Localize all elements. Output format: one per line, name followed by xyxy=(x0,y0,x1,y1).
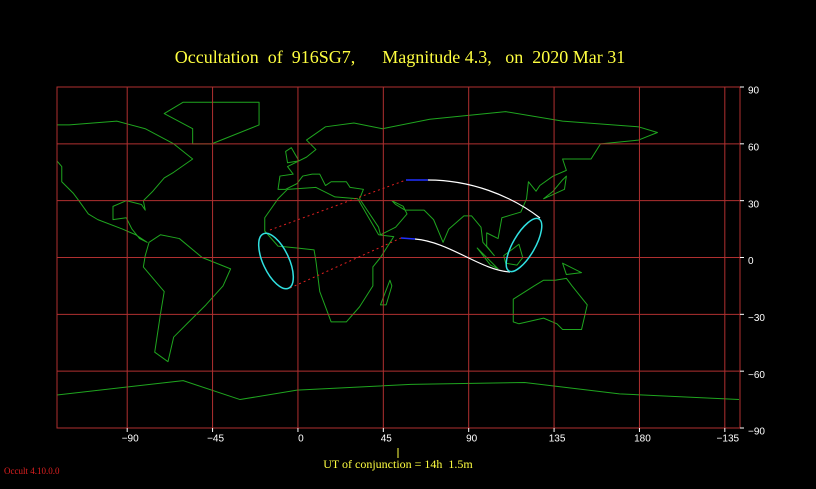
shadow-ellipse xyxy=(505,217,543,273)
path-daylight xyxy=(289,237,402,289)
y-tick-label: −30 xyxy=(748,313,765,324)
y-tick-label: −90 xyxy=(748,427,765,438)
path-south-limit xyxy=(414,238,511,273)
x-tick-label: −45 xyxy=(207,434,224,445)
path-daylight xyxy=(269,179,407,231)
occultation-path xyxy=(257,179,543,290)
x-tick-label: −135 xyxy=(717,434,740,445)
path-start xyxy=(400,237,416,240)
conjunction-time: UT of conjunction = 14h 1.5m xyxy=(323,457,473,471)
y-tick-label: 0 xyxy=(748,256,754,267)
y-tick-label: 60 xyxy=(748,142,760,153)
path-north-limit xyxy=(427,179,541,219)
y-tick-label: −60 xyxy=(748,370,765,381)
x-tick-label: 180 xyxy=(634,434,651,445)
coastlines xyxy=(0,102,739,399)
x-tick-label: −90 xyxy=(122,434,139,445)
y-tick-label: 30 xyxy=(748,199,760,210)
x-tick-label: 135 xyxy=(549,434,566,445)
x-tick-label: 90 xyxy=(466,434,478,445)
title: Occultation of 916SG7, Magnitude 4.3, on… xyxy=(175,47,625,67)
y-tick-label: 90 xyxy=(748,86,760,97)
version: Occult 4.10.0.0 xyxy=(4,466,60,476)
x-tick-label: 0 xyxy=(298,434,304,445)
grid xyxy=(57,86,740,429)
x-tick-label: 45 xyxy=(381,434,393,445)
shadow-ellipse xyxy=(257,232,295,290)
